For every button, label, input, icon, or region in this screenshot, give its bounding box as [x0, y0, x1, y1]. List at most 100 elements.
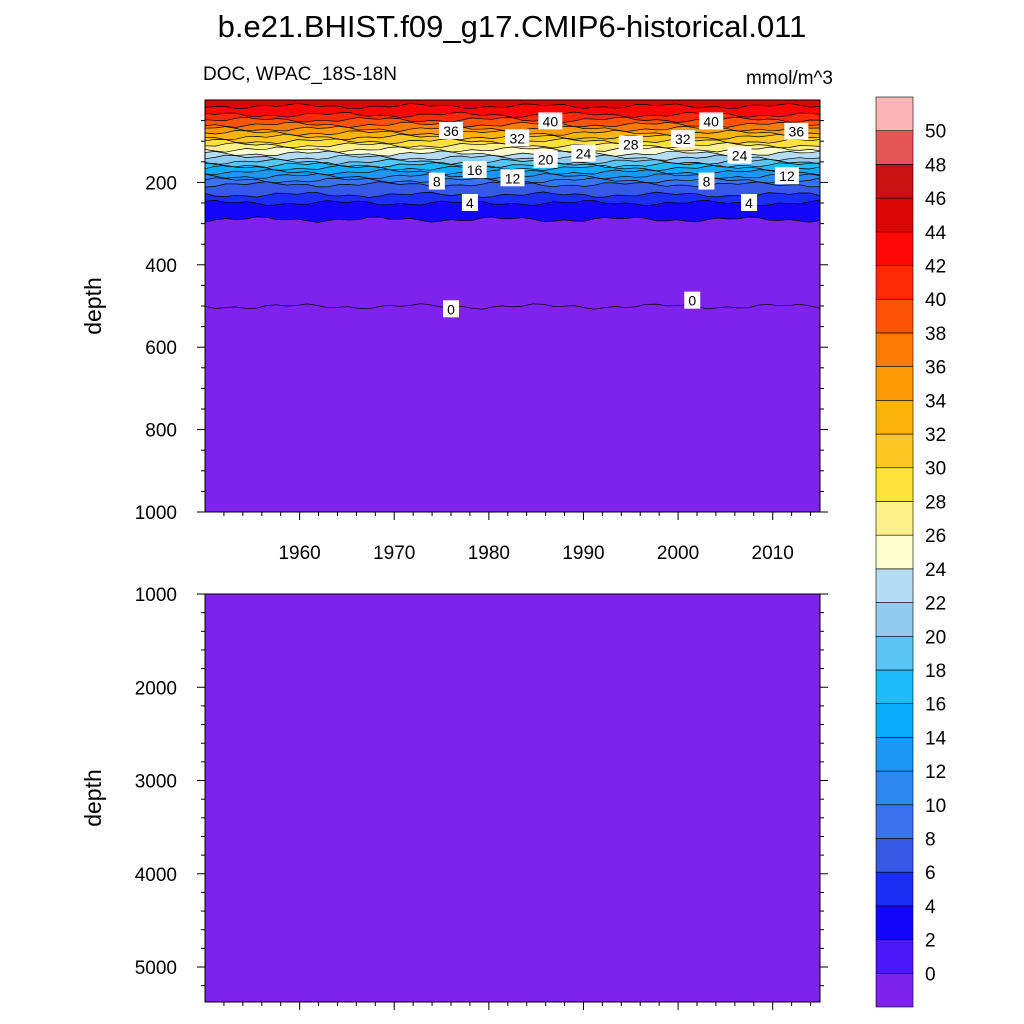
x-tick-label: 2010: [752, 543, 794, 564]
contour-label: 12: [500, 169, 525, 187]
contour-label-bg: [784, 122, 809, 140]
contour-line-4: [205, 199, 820, 207]
contour-band-46: [205, 95, 820, 99]
contour-label: 20: [533, 150, 558, 168]
contour-band-44: [205, 100, 820, 109]
contour-label-text: 8: [433, 174, 441, 190]
colorbar-label: 32: [925, 425, 946, 446]
colorbar-label: 50: [925, 122, 946, 143]
colorbar-label: 12: [925, 762, 946, 783]
contour-line-6: [205, 191, 820, 198]
colorbar-swatch: [875, 400, 914, 435]
y-tick-label: 4000: [135, 865, 177, 886]
contour-label-bg: [727, 146, 752, 164]
contour-label-text: 4: [745, 195, 753, 211]
contour-label-bg: [462, 161, 487, 179]
panel-left-label: DOC, WPAC_18S-18N: [203, 64, 397, 85]
contour-label-bg: [618, 135, 643, 153]
contour-label-text: 12: [505, 170, 521, 186]
colorbar-swatch: [875, 164, 914, 199]
colorbar-label: 30: [925, 459, 946, 480]
contour-label: 16: [462, 161, 487, 179]
contour-label-text: 4: [466, 195, 474, 211]
colorbar-swatch: [875, 905, 914, 940]
contour-label: 32: [670, 130, 695, 148]
contour-label-text: 32: [509, 130, 525, 146]
colorbar-swatch: [875, 871, 914, 907]
colorbar-label: 24: [925, 560, 947, 581]
colorbar-label: 40: [925, 290, 946, 311]
colorbar: 0246810121416182022242628303234363840424…: [875, 96, 947, 1008]
colorbar-label: 38: [925, 324, 946, 345]
colorbar-swatch: [875, 635, 914, 671]
colorbar-label: 46: [925, 189, 946, 210]
contour-label: 4: [741, 194, 758, 211]
colorbar-label: 14: [925, 728, 947, 749]
colorbar-swatch: [875, 838, 914, 873]
colorbar-label: 34: [925, 391, 947, 412]
contour-label-text: 0: [688, 293, 696, 309]
colorbar-swatch: [875, 298, 914, 334]
contour-label-bg: [505, 129, 530, 147]
colorbar-label: 36: [925, 358, 946, 379]
colorbar-label: 28: [925, 492, 946, 513]
contour-label-bg: [533, 150, 558, 168]
colorbar-swatch: [875, 197, 914, 233]
colorbar-label: 48: [925, 155, 946, 176]
colorbar-swatch: [875, 231, 914, 266]
contour-label-text: 12: [779, 168, 795, 184]
contour-label-text: 36: [443, 123, 459, 139]
contour-line-22: [205, 154, 820, 161]
y-tick-label: 400: [145, 256, 177, 277]
colorbar-swatch: [875, 703, 914, 738]
contour-label-text: 28: [623, 136, 639, 152]
contour-line-0: [205, 303, 820, 310]
contour-label-bg: [684, 291, 701, 309]
contour-label-text: 16: [467, 162, 483, 178]
units-label: mmol/m^3: [746, 68, 833, 89]
contour-label-bg: [439, 121, 463, 139]
y-tick-label: 5000: [135, 958, 177, 979]
contour-label-text: 8: [703, 174, 711, 190]
colorbar-swatch: [875, 366, 914, 401]
y-tick-label: 1000: [135, 585, 177, 606]
contour-label-bg: [461, 194, 478, 211]
y-tick-label: 1000: [135, 503, 177, 524]
colorbar-label: 20: [925, 627, 946, 648]
colorbar-label: 26: [925, 526, 946, 547]
y-tick-label: 2000: [135, 678, 177, 699]
colorbar-swatch: [875, 568, 914, 603]
x-tick-label: 1980: [468, 543, 510, 564]
contour-label-bg: [699, 112, 724, 130]
colorbar-swatch: [875, 972, 914, 1008]
colorbar-label: 22: [925, 594, 946, 615]
colorbar-swatch: [875, 467, 914, 502]
contour-label: 8: [698, 172, 715, 190]
lower-panel: 1000 2000 3000 4000 5000 depth: [80, 585, 828, 1010]
contour-label: 12: [774, 167, 799, 185]
contour-label: 8: [428, 172, 445, 190]
colorbar-label: 2: [925, 931, 936, 952]
figure-title: b.e21.BHIST.f09_g17.CMIP6-historical.011: [218, 9, 807, 44]
contour-label-bg: [698, 172, 715, 190]
contour-label-bg: [428, 172, 445, 190]
contour-label-text: 40: [543, 113, 559, 129]
colorbar-label: 18: [925, 661, 946, 682]
contour-label-text: 0: [447, 301, 455, 317]
colorbar-swatch: [875, 602, 914, 637]
y-tick-label: 200: [145, 173, 177, 194]
y-tick-label: 800: [145, 421, 177, 442]
x-tick-label: 1970: [373, 543, 415, 564]
colorbar-label: 44: [925, 223, 947, 244]
contour-label-text: 24: [576, 146, 592, 162]
contour-label-text: 40: [703, 113, 719, 129]
x-tick-label: 1960: [278, 543, 320, 564]
colorbar-swatch: [875, 669, 914, 704]
x-tick-label: 2000: [657, 543, 699, 564]
colorbar-swatch: [875, 501, 914, 536]
contour-line-20: [205, 158, 820, 165]
contour-label: 36: [784, 122, 809, 140]
colorbar-label: 0: [925, 964, 936, 985]
